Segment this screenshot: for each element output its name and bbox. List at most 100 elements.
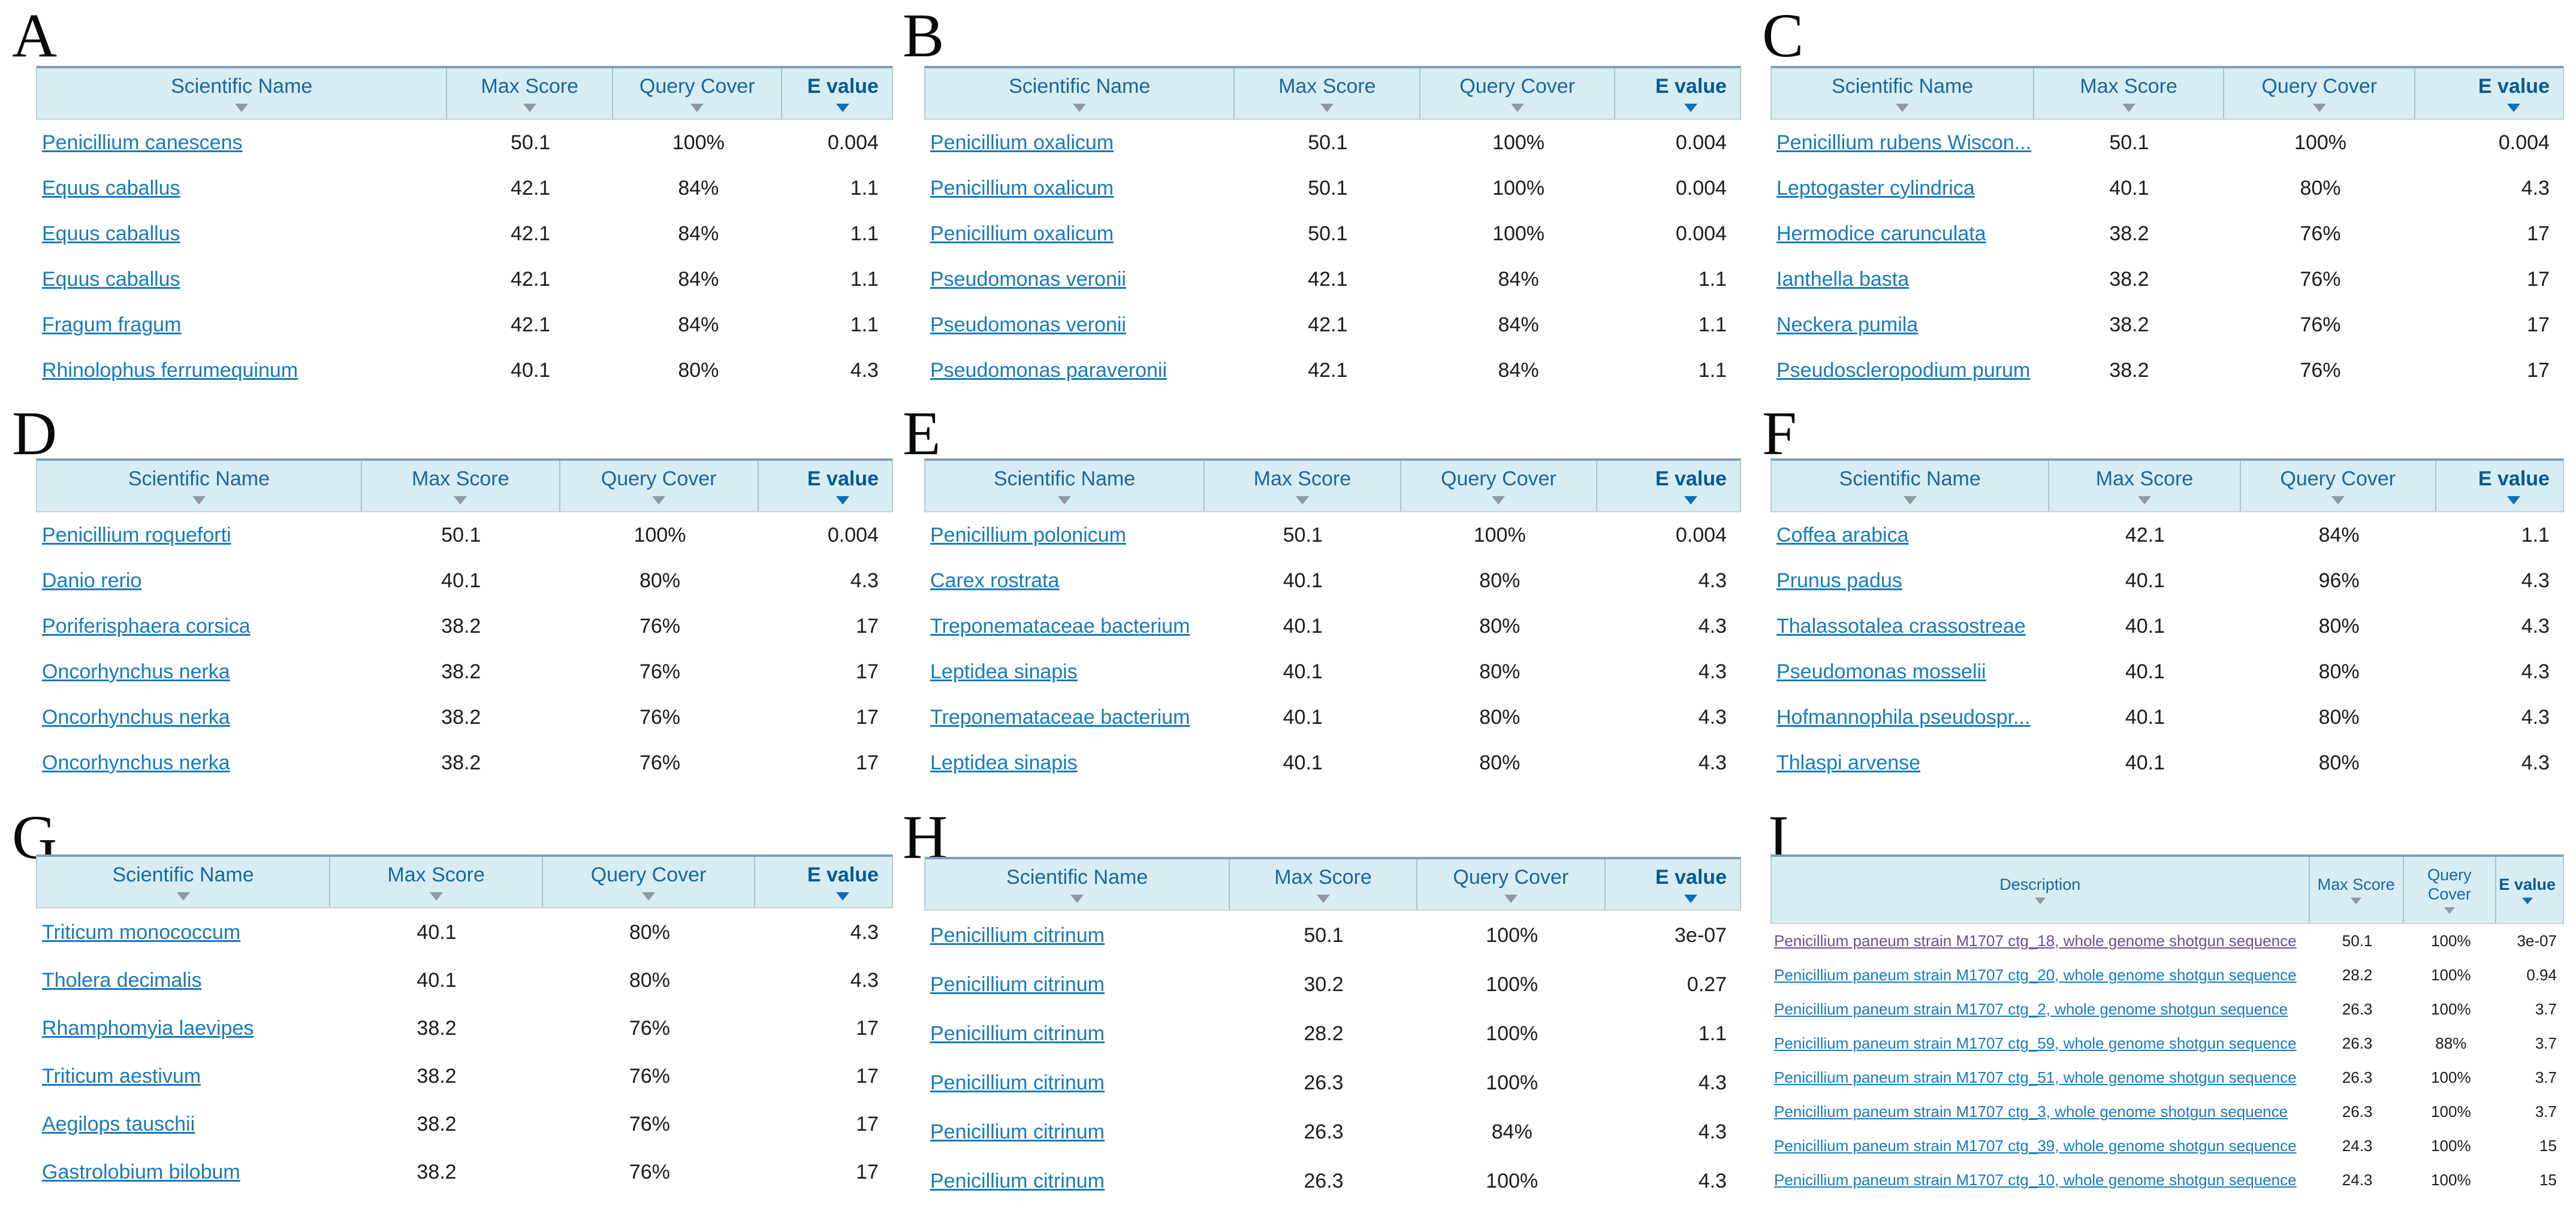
scientific-name-link[interactable]: Coffea arabica [1776, 523, 1909, 546]
column-header-e-value[interactable]: E value [1597, 461, 1740, 511]
scientific-name-link[interactable]: Equus caballus [42, 176, 180, 200]
column-header-e-value[interactable]: E value [2436, 461, 2563, 511]
scientific-name-link[interactable]: Thlaspi arvense [1776, 751, 1921, 774]
column-header-scientific-name[interactable]: Scientific Name [1772, 68, 2035, 119]
column-header-content: Max Score [2096, 467, 2193, 505]
scientific-name-link[interactable]: Pseudomonas mosselii [1776, 660, 1986, 683]
scientific-name-link[interactable]: Leptidea sinapis [930, 660, 1078, 683]
scientific-name-link[interactable]: Pseudomonas veronii [930, 313, 1126, 336]
description-link[interactable]: Penicillium paneum strain M1707 ctg_10, … [1774, 1171, 2297, 1189]
column-header-query-cover[interactable]: Query Cover [543, 857, 755, 907]
scientific-name-link[interactable]: Penicillium oxalicum [930, 176, 1114, 200]
column-header-max-score[interactable]: Max Score [1235, 68, 1421, 119]
column-header-query-cover[interactable]: Query Cover [2404, 857, 2497, 923]
column-header-e-value[interactable]: E value [759, 461, 892, 511]
scientific-name-link[interactable]: Poriferisphaera corsica [42, 614, 251, 638]
column-header-e-value[interactable]: E value [2415, 68, 2563, 119]
column-header-e-value[interactable]: E value [755, 857, 892, 907]
column-header-content: E value [2499, 875, 2556, 905]
column-header-query-cover[interactable]: Query Cover [560, 461, 759, 511]
scientific-name-link[interactable]: Fragum fragum [42, 313, 182, 336]
scientific-name-link[interactable]: Rhamphomyia laevipes [42, 1016, 254, 1040]
scientific-name-link[interactable]: Penicillium canescens [42, 131, 243, 154]
scientific-name-link[interactable]: Penicillium oxalicum [930, 222, 1114, 245]
scientific-name-link[interactable]: Neckera pumila [1776, 313, 1919, 336]
scientific-name-link[interactable]: Equus caballus [42, 267, 180, 291]
column-header-e-value[interactable]: E value [1615, 68, 1740, 119]
scientific-name-link[interactable]: Penicillium citrinum [930, 1071, 1105, 1094]
description-link[interactable]: Penicillium paneum strain M1707 ctg_2, w… [1774, 1000, 2288, 1018]
column-header-scientific-name[interactable]: Scientific Name [37, 68, 448, 119]
column-header-content: Max Score [1278, 75, 1376, 112]
scientific-name-link[interactable]: Penicillium citrinum [930, 973, 1105, 996]
description-link[interactable]: Penicillium paneum strain M1707 ctg_39, … [1774, 1137, 2297, 1155]
column-header-scientific-name[interactable]: Scientific Name [37, 857, 331, 907]
sort-descending-icon [1073, 103, 1087, 112]
description-link[interactable]: Penicillium paneum strain M1707 ctg_18, … [1774, 932, 2297, 950]
column-header-max-score[interactable]: Max Score [1230, 859, 1417, 910]
scientific-name-link[interactable]: Oncorhynchus nerka [42, 660, 230, 683]
scientific-name-link[interactable]: Treponemataceae bacterium [930, 705, 1190, 729]
column-header-scientific-name[interactable]: Scientific Name [925, 859, 1230, 910]
scientific-name-link[interactable]: Pseudomonas paraveronii [930, 358, 1168, 382]
column-header-query-cover[interactable]: Query Cover [1401, 461, 1598, 511]
scientific-name-link[interactable]: Penicillium citrinum [930, 1022, 1105, 1045]
scientific-name-link[interactable]: Penicillium citrinum [930, 923, 1105, 947]
column-header-scientific-name[interactable]: Scientific Name [925, 68, 1235, 119]
scientific-name-link[interactable]: Equus caballus [42, 222, 180, 245]
column-header-scientific-name[interactable]: Scientific Name [1772, 461, 2050, 511]
scientific-name-link[interactable]: Hofmannophila pseudospr... [1776, 705, 2031, 729]
scientific-name-link[interactable]: Pseudoscleropodium purum [1776, 358, 2031, 382]
column-header-max-score[interactable]: Max Score [1205, 461, 1401, 511]
scientific-name-link[interactable]: Triticum monococcum [42, 920, 241, 944]
scientific-name-link[interactable]: Penicillium rubens Wiscon... [1776, 131, 2032, 154]
column-header-max-score[interactable]: Max Score [2310, 857, 2404, 923]
scientific-name-link[interactable]: Penicillium oxalicum [930, 131, 1114, 154]
table-row: Equus caballus 42.1 84% 1.1 [36, 211, 893, 256]
scientific-name-link[interactable]: Penicillium polonicum [930, 523, 1126, 546]
column-header-max-score[interactable]: Max Score [362, 461, 560, 511]
scientific-name-link[interactable]: Thalassotalea crassostreae [1776, 614, 2026, 638]
scientific-name-link[interactable]: Prunus padus [1776, 569, 1902, 592]
column-header-query-cover[interactable]: Query Cover [2241, 461, 2436, 511]
scientific-name-link[interactable]: Hermodice carunculata [1776, 222, 1986, 245]
column-header-scientific-name[interactable]: Scientific Name [37, 461, 362, 511]
table-row: Rhinolophus ferrumequinum 40.1 80% 4.3 [36, 348, 893, 393]
scientific-name-link[interactable]: Triticum aestivum [42, 1064, 201, 1088]
column-header-max-score[interactable]: Max Score [447, 68, 614, 119]
scientific-name-link[interactable]: Penicillium citrinum [930, 1169, 1105, 1192]
scientific-name-link[interactable]: Pseudomonas veronii [930, 267, 1126, 291]
scientific-name-link[interactable]: Penicillium citrinum [930, 1120, 1105, 1143]
scientific-name-link[interactable]: Oncorhynchus nerka [42, 705, 230, 729]
description-link[interactable]: Penicillium paneum strain M1707 ctg_59, … [1774, 1034, 2297, 1052]
scientific-name-link[interactable]: Rhinolophus ferrumequinum [42, 358, 298, 382]
scientific-name-link[interactable]: Aegilops tauschii [42, 1112, 195, 1136]
description-link[interactable]: Penicillium paneum strain M1707 ctg_20, … [1774, 966, 2297, 984]
column-header-scientific-name[interactable]: Scientific Name [925, 461, 1205, 511]
column-header-max-score[interactable]: Max Score [2034, 68, 2225, 119]
scientific-name-link[interactable]: Leptidea sinapis [930, 751, 1078, 774]
scientific-name-link[interactable]: Carex rostrata [930, 569, 1060, 592]
scientific-name-link[interactable]: Penicillium roqueforti [42, 523, 231, 546]
column-header-query-cover[interactable]: Query Cover [1420, 68, 1616, 119]
organism-name-cell: Penicillium paneum strain M1707 ctg_39, … [1770, 1137, 2310, 1155]
column-header-description[interactable]: Description [1772, 857, 2310, 923]
column-header-query-cover[interactable]: Query Cover [613, 68, 783, 119]
column-header-e-value[interactable]: E value [1606, 859, 1740, 910]
scientific-name-link[interactable]: Tholera decimalis [42, 968, 202, 992]
column-header-max-score[interactable]: Max Score [2049, 461, 2241, 511]
scientific-name-link[interactable]: Treponemataceae bacterium [930, 614, 1190, 638]
column-header-query-cover[interactable]: Query Cover [2224, 68, 2416, 119]
description-link[interactable]: Penicillium paneum strain M1707 ctg_51, … [1774, 1068, 2297, 1086]
scientific-name-link[interactable]: Ianthella basta [1776, 267, 1910, 291]
column-header-e-value[interactable]: E value [2496, 857, 2563, 923]
scientific-name-link[interactable]: Oncorhynchus nerka [42, 751, 230, 774]
scientific-name-link[interactable]: Gastrolobium bilobum [42, 1160, 240, 1183]
column-header-max-score[interactable]: Max Score [330, 857, 544, 907]
scientific-name-link[interactable]: Danio rerio [42, 569, 142, 592]
max-score-value: 50.1 [2342, 932, 2373, 950]
scientific-name-link[interactable]: Leptogaster cylindrica [1776, 176, 1975, 200]
description-link[interactable]: Penicillium paneum strain M1707 ctg_3, w… [1774, 1103, 2288, 1121]
column-header-query-cover[interactable]: Query Cover [1417, 859, 1606, 910]
column-header-e-value[interactable]: E value [782, 68, 892, 119]
